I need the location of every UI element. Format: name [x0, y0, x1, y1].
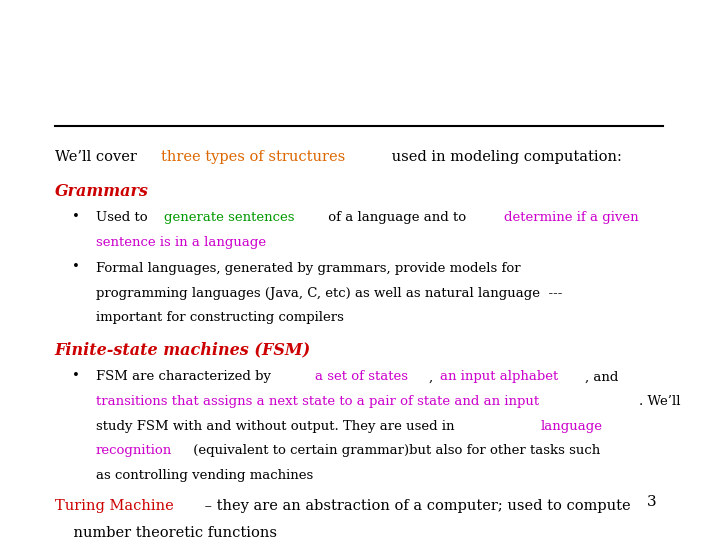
Text: Turing Machine: Turing Machine — [55, 499, 174, 513]
Text: a set of states: a set of states — [315, 370, 408, 383]
Text: study FSM with and without output. They are used in: study FSM with and without output. They … — [96, 420, 459, 433]
Text: language: language — [541, 420, 603, 433]
Text: generate sentences: generate sentences — [164, 212, 294, 225]
Text: Finite-state machines (FSM): Finite-state machines (FSM) — [55, 341, 311, 359]
Text: of a language and to: of a language and to — [324, 212, 471, 225]
Text: sentence is in a language: sentence is in a language — [96, 236, 266, 249]
Text: •: • — [72, 260, 80, 273]
Text: (equivalent to certain grammar)but also for other tasks such: (equivalent to certain grammar)but also … — [189, 444, 600, 457]
Text: FSM are characterized by: FSM are characterized by — [96, 370, 275, 383]
Text: We’ll cover: We’ll cover — [55, 150, 141, 164]
Text: 3: 3 — [647, 495, 657, 509]
Text: programming languages (Java, C, etc) as well as natural language  ---: programming languages (Java, C, etc) as … — [96, 287, 562, 300]
Text: , and: , and — [585, 370, 618, 383]
Text: determine if a given: determine if a given — [503, 212, 638, 225]
Text: •: • — [72, 369, 80, 382]
Text: ,: , — [429, 370, 438, 383]
Text: Grammars: Grammars — [55, 183, 148, 200]
Text: •: • — [72, 210, 80, 223]
Text: Formal languages, generated by grammars, provide models for: Formal languages, generated by grammars,… — [96, 262, 521, 275]
Text: Used to: Used to — [96, 212, 152, 225]
Text: – they are an abstraction of a computer; used to compute: – they are an abstraction of a computer;… — [200, 499, 631, 513]
Text: three types of structures: three types of structures — [161, 150, 345, 164]
Text: . We’ll: . We’ll — [639, 395, 680, 408]
Text: recognition: recognition — [96, 444, 172, 457]
Text: as controlling vending machines: as controlling vending machines — [96, 469, 313, 482]
Text: important for constructing compilers: important for constructing compilers — [96, 312, 343, 325]
Text: an input alphabet: an input alphabet — [440, 370, 558, 383]
Text: number theoretic functions: number theoretic functions — [55, 526, 276, 540]
Text: transitions that assigns a next state to a pair of state and an input: transitions that assigns a next state to… — [96, 395, 539, 408]
Text: used in modeling computation:: used in modeling computation: — [387, 150, 621, 164]
